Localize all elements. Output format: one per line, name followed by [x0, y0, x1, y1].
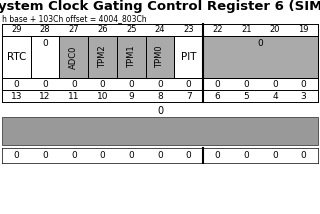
Bar	[146, 36, 174, 78]
Text: 26: 26	[97, 25, 108, 34]
Text: 13: 13	[11, 92, 22, 101]
Text: 0: 0	[186, 79, 192, 89]
Text: 7: 7	[186, 92, 192, 101]
Text: 20: 20	[270, 25, 280, 34]
Text: 0: 0	[71, 79, 77, 89]
Text: 9: 9	[128, 92, 134, 101]
Text: 19: 19	[298, 25, 309, 34]
Bar	[60, 36, 88, 78]
Bar	[117, 36, 146, 78]
Text: 11: 11	[68, 92, 80, 101]
Bar	[31, 36, 60, 78]
Text: 0: 0	[157, 106, 163, 116]
Text: 22: 22	[212, 25, 223, 34]
Bar	[203, 36, 318, 78]
Text: ystem Clock Gating Control Register 6 (SIM_SCG: ystem Clock Gating Control Register 6 (S…	[0, 0, 320, 13]
Text: 0: 0	[243, 151, 249, 160]
Text: 0: 0	[42, 39, 48, 48]
Text: 25: 25	[126, 25, 137, 34]
Text: 0: 0	[301, 151, 307, 160]
Text: 0: 0	[157, 79, 163, 89]
Text: 5: 5	[243, 92, 249, 101]
Text: 10: 10	[97, 92, 108, 101]
Text: 6: 6	[215, 92, 220, 101]
Text: 0: 0	[13, 79, 19, 89]
Text: 0: 0	[215, 151, 220, 160]
Text: 0: 0	[272, 151, 278, 160]
Text: 21: 21	[241, 25, 252, 34]
Text: h base + 103Ch offset = 4004_803Ch: h base + 103Ch offset = 4004_803Ch	[2, 14, 147, 23]
Text: TPM2: TPM2	[98, 46, 107, 68]
Text: 3: 3	[301, 92, 307, 101]
Text: 28: 28	[40, 25, 51, 34]
Bar	[2, 117, 318, 145]
Text: 24: 24	[155, 25, 165, 34]
Text: 0: 0	[272, 79, 278, 89]
Text: 0: 0	[215, 79, 220, 89]
Bar	[88, 36, 117, 78]
Text: 0: 0	[128, 79, 134, 89]
Text: 0: 0	[100, 151, 105, 160]
Text: TPM0: TPM0	[156, 46, 164, 68]
Text: 0: 0	[243, 79, 249, 89]
Text: TPM1: TPM1	[127, 46, 136, 68]
Text: 0: 0	[13, 151, 19, 160]
Text: PIT: PIT	[181, 52, 196, 62]
Bar	[117, 36, 146, 78]
Text: 27: 27	[68, 25, 79, 34]
Text: 0: 0	[42, 79, 48, 89]
Text: 12: 12	[39, 92, 51, 101]
Bar	[88, 36, 117, 78]
Text: 0: 0	[301, 79, 307, 89]
Text: 23: 23	[183, 25, 194, 34]
Text: 0: 0	[71, 151, 77, 160]
Text: RTC: RTC	[7, 52, 26, 62]
Text: 29: 29	[11, 25, 22, 34]
Text: 8: 8	[157, 92, 163, 101]
Text: 0: 0	[157, 151, 163, 160]
Text: 0: 0	[128, 151, 134, 160]
Text: 0: 0	[258, 39, 263, 48]
Bar	[174, 36, 203, 78]
Text: ADC0: ADC0	[69, 45, 78, 69]
Text: 0: 0	[186, 151, 192, 160]
Bar	[146, 36, 174, 78]
Bar	[203, 36, 318, 78]
Text: 0: 0	[42, 151, 48, 160]
Text: 0: 0	[100, 79, 105, 89]
Bar	[2, 36, 31, 78]
Bar	[60, 36, 88, 78]
Text: 4: 4	[272, 92, 278, 101]
